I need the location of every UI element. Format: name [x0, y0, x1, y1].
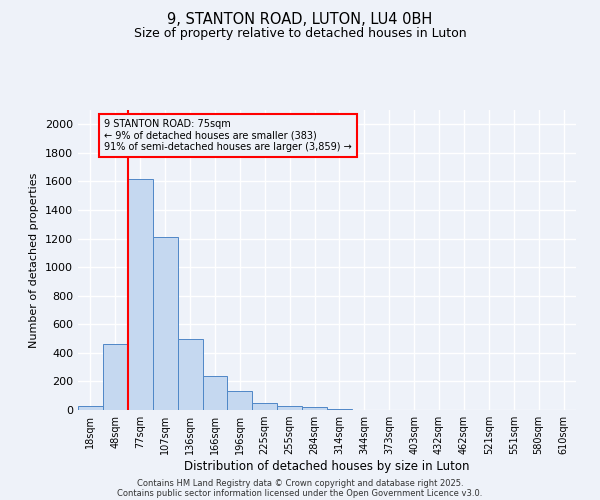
Text: Contains HM Land Registry data © Crown copyright and database right 2025.: Contains HM Land Registry data © Crown c…	[137, 478, 463, 488]
Text: 9, STANTON ROAD, LUTON, LU4 0BH: 9, STANTON ROAD, LUTON, LU4 0BH	[167, 12, 433, 28]
Bar	[327, 408, 352, 410]
Bar	[103, 344, 128, 410]
Bar	[178, 338, 203, 410]
Bar	[78, 406, 103, 410]
Bar	[227, 392, 253, 410]
Bar	[203, 376, 227, 410]
Text: Size of property relative to detached houses in Luton: Size of property relative to detached ho…	[134, 28, 466, 40]
Bar	[302, 407, 327, 410]
Bar	[128, 178, 153, 410]
Bar	[153, 237, 178, 410]
Bar	[253, 403, 277, 410]
Y-axis label: Number of detached properties: Number of detached properties	[29, 172, 40, 348]
Bar	[277, 406, 302, 410]
Text: Contains public sector information licensed under the Open Government Licence v3: Contains public sector information licen…	[118, 488, 482, 498]
Text: 9 STANTON ROAD: 75sqm
← 9% of detached houses are smaller (383)
91% of semi-deta: 9 STANTON ROAD: 75sqm ← 9% of detached h…	[104, 119, 352, 152]
X-axis label: Distribution of detached houses by size in Luton: Distribution of detached houses by size …	[184, 460, 470, 473]
